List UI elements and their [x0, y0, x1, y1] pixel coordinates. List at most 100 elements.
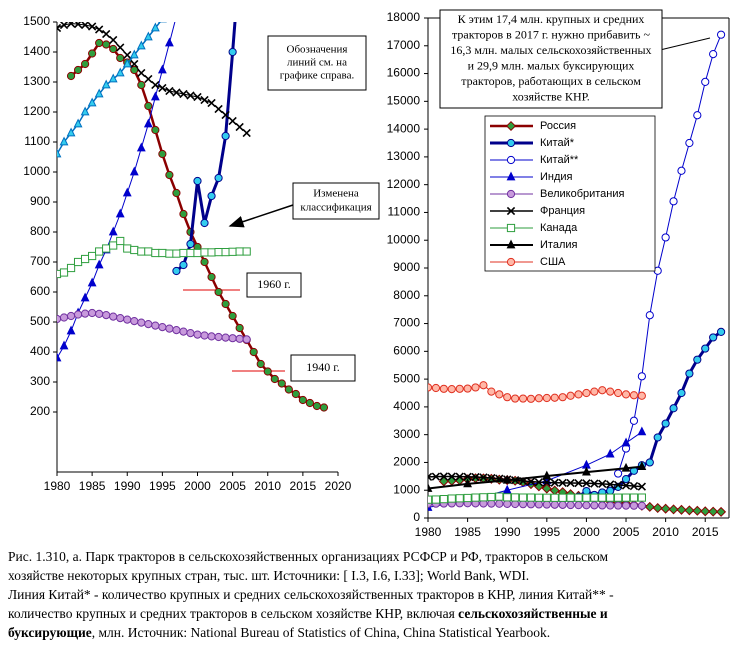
marker — [130, 59, 139, 69]
marker — [542, 500, 551, 509]
marker — [566, 493, 575, 502]
marker — [550, 500, 559, 509]
marker — [312, 401, 322, 411]
marker — [88, 49, 97, 58]
legend-label: Китай** — [540, 154, 579, 166]
marker — [606, 387, 615, 396]
marker — [143, 118, 153, 128]
marker — [73, 65, 83, 75]
x-tick-label: 1990 — [114, 479, 141, 493]
marker — [73, 310, 83, 319]
annotation-box — [439, 9, 663, 109]
caption-line: хозяйстве некоторых крупных стран, тыс. … — [8, 568, 529, 583]
marker — [558, 500, 567, 509]
y-tick-label: 1300 — [23, 74, 50, 88]
marker — [137, 80, 146, 90]
x-tick-label: 2005 — [219, 479, 246, 493]
marker — [144, 320, 153, 329]
marker — [471, 383, 480, 392]
marker — [137, 318, 146, 327]
y-tick-label: 500 — [30, 314, 50, 328]
marker — [207, 98, 216, 108]
marker — [506, 189, 516, 199]
marker — [598, 501, 607, 510]
x-tick-label: 2015 — [692, 525, 719, 539]
marker — [200, 331, 209, 340]
annotation-text: 1940 г. — [306, 360, 340, 374]
x-tick-label: 2020 — [325, 479, 352, 493]
marker — [66, 127, 76, 137]
marker — [165, 324, 174, 333]
marker — [558, 478, 567, 488]
caption-text: буксирующие — [8, 625, 92, 640]
marker — [621, 493, 631, 502]
marker — [661, 419, 670, 428]
marker — [221, 299, 230, 309]
marker — [186, 329, 195, 338]
marker — [109, 44, 118, 54]
marker — [502, 474, 512, 484]
annotation-box — [290, 354, 356, 382]
marker — [526, 394, 536, 403]
marker — [431, 495, 441, 504]
marker — [66, 325, 76, 335]
marker — [207, 248, 216, 257]
marker — [151, 125, 160, 135]
marker — [447, 494, 456, 503]
marker — [439, 384, 448, 393]
marker — [487, 492, 496, 502]
x-tick-label: 1995 — [533, 525, 560, 539]
marker — [59, 268, 69, 277]
y-tick-label: 2000 — [393, 455, 420, 469]
legend-label: Франция — [540, 205, 585, 217]
marker — [109, 241, 118, 250]
marker — [613, 480, 623, 490]
marker — [80, 106, 90, 116]
marker — [207, 191, 216, 201]
marker — [179, 327, 188, 336]
marker — [249, 347, 258, 357]
marker — [495, 499, 504, 508]
marker — [151, 248, 160, 258]
marker — [470, 473, 481, 484]
marker — [614, 388, 623, 398]
y-tick-label: 1500 — [23, 14, 50, 28]
marker — [471, 493, 480, 502]
marker — [534, 394, 543, 403]
marker — [708, 506, 719, 517]
marker — [228, 247, 237, 256]
x-tick-label: 1995 — [149, 479, 176, 493]
marker — [558, 393, 567, 402]
marker — [164, 37, 174, 47]
y-tick-label: 6000 — [393, 344, 420, 358]
marker — [263, 367, 272, 376]
marker — [179, 89, 188, 99]
caption-text: хозяйстве некоторых крупных стран, тыс. … — [8, 568, 529, 583]
marker — [438, 476, 449, 487]
marker — [542, 470, 552, 480]
marker — [637, 482, 647, 491]
marker — [277, 379, 286, 388]
y-tick-label: 4000 — [393, 399, 420, 413]
y-tick-label: 14000 — [387, 121, 421, 135]
marker — [221, 131, 230, 141]
marker — [116, 53, 125, 63]
marker — [109, 35, 118, 45]
marker — [582, 388, 591, 398]
marker — [550, 493, 559, 502]
marker — [166, 6, 173, 13]
marker — [228, 311, 237, 321]
y-tick-label: 16000 — [387, 66, 421, 80]
marker — [57, 148, 62, 158]
legend-label: Канада — [540, 222, 578, 234]
marker — [158, 83, 167, 93]
marker — [88, 308, 97, 318]
marker — [447, 472, 456, 481]
marker — [214, 287, 223, 297]
y-tick-label: 10000 — [387, 232, 421, 246]
marker — [511, 493, 520, 502]
marker — [455, 494, 464, 503]
marker — [158, 323, 167, 332]
x-tick-label: 2010 — [254, 479, 281, 493]
marker — [455, 472, 464, 481]
